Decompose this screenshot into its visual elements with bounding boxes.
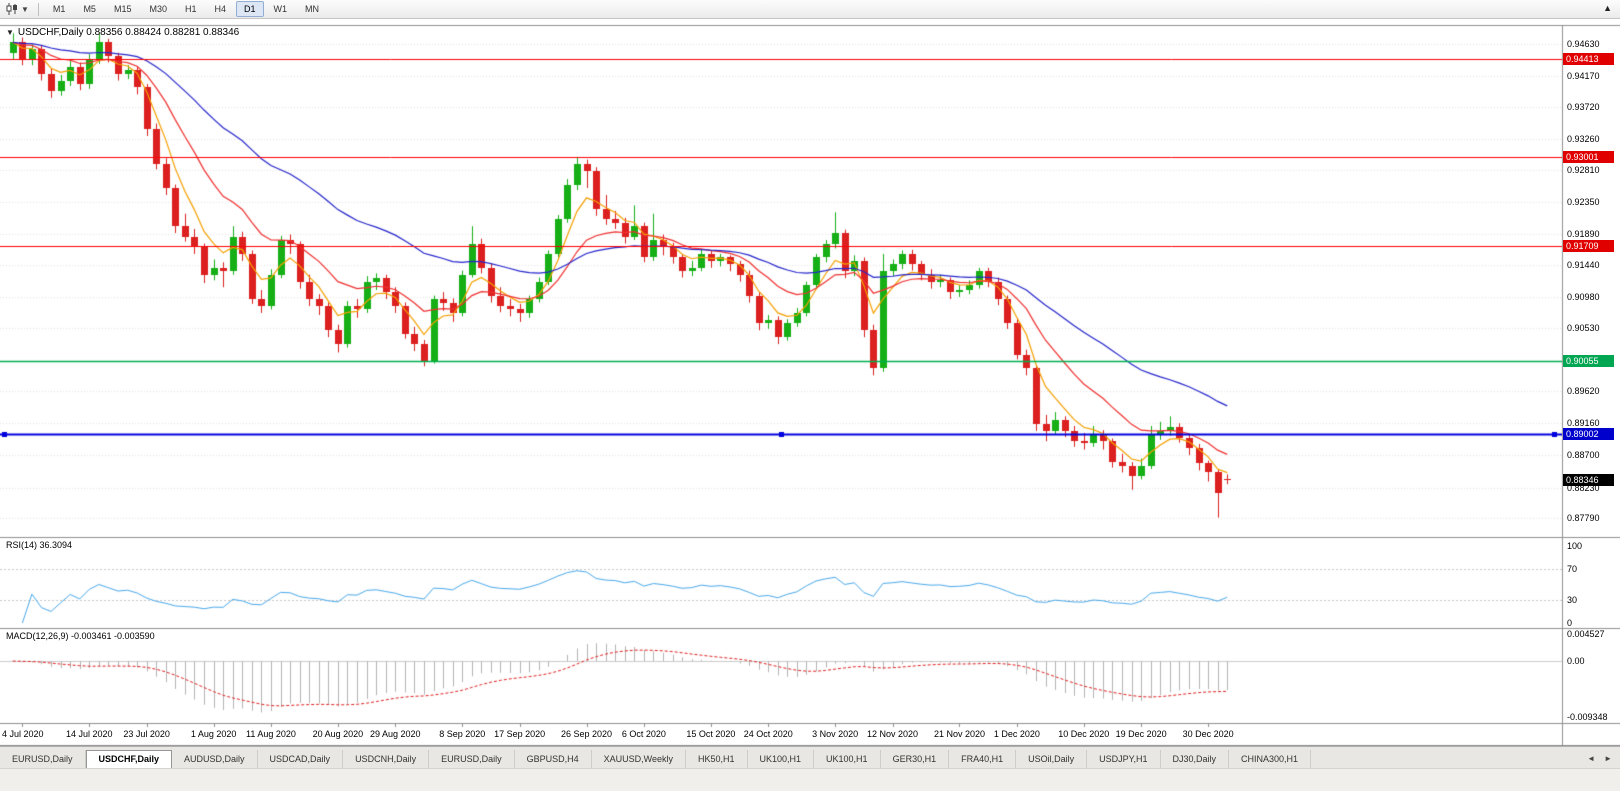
chart-area: ▼ USDCHF,Daily 0.88356 0.88424 0.88281 0.… (0, 19, 1620, 746)
chart-tab-audusd-daily[interactable]: AUDUSD,Daily (172, 750, 258, 768)
chart-tab-usdchf-daily[interactable]: USDCHF,Daily (85, 750, 173, 768)
chart-title: ▼ USDCHF,Daily 0.88356 0.88424 0.88281 0.… (6, 27, 239, 38)
chart-title-text: USDCHF,Daily 0.88356 0.88424 0.88281 0.8… (17, 27, 240, 38)
rsi-axis-label-100: 100 (1567, 541, 1583, 551)
candlestick-chart-icon[interactable] (4, 2, 20, 16)
price-axis-label-0.94170: 0.94170 (1567, 71, 1600, 81)
date-axis-label: 6 Oct 2020 (621, 729, 666, 739)
date-axis-label: 10 Dec 2020 (1058, 729, 1110, 739)
price-line-label-0.90055: 0.90055 (1563, 355, 1614, 367)
chart-tab-xauusd-weekly[interactable]: XAUUSD,Weekly (592, 750, 686, 768)
timeframe-buttons: M1 M5 M15 M30 H1 H4 D1 W1 MN (44, 1, 328, 17)
date-axis-label: 21 Nov 2020 (933, 729, 985, 739)
price-axis-label-0.92350: 0.92350 (1567, 197, 1600, 207)
price-axis-label-0.91440: 0.91440 (1567, 260, 1600, 270)
timeframe-button-h4[interactable]: H4 (214, 4, 227, 14)
chart-dropdown-caret-icon[interactable]: ▼ (21, 4, 29, 14)
chart-tab-gbpusd-h4[interactable]: GBPUSD,H4 (515, 750, 592, 768)
price-axis-label-0.88230: 0.88230 (1567, 483, 1600, 493)
macd-axis-label-0.00: 0.00 (1567, 656, 1585, 666)
timeframe-button-w1[interactable]: W1 (273, 4, 288, 14)
price-axis-label-0.93720: 0.93720 (1567, 102, 1600, 112)
chart-tab-usdcnh-daily[interactable]: USDCNH,Daily (343, 750, 430, 768)
rsi-axis-label-30: 30 (1567, 595, 1578, 605)
timeframe-button-m5[interactable]: M5 (83, 4, 96, 14)
current-price-label: 0.88346 (1563, 474, 1614, 486)
date-axis-label: 17 Sep 2020 (494, 729, 546, 739)
date-axis-label: 3 Nov 2020 (812, 729, 859, 739)
price-line-label-0.91709: 0.91709 (1563, 240, 1614, 252)
date-axis-label: 14 Jul 2020 (66, 729, 113, 739)
date-axis-label: 30 Dec 2020 (1182, 729, 1234, 739)
chart-tab-eurusd-daily[interactable]: EURUSD,Daily (429, 750, 515, 768)
date-axis-label: 1 Dec 2020 (993, 729, 1040, 739)
price-line-label-0.93001: 0.93001 (1563, 151, 1614, 163)
date-axis-label: 4 Jul 2020 (2, 729, 44, 739)
date-axis-label: 19 Dec 2020 (1115, 729, 1167, 739)
collapse-arrow-icon[interactable]: ▼ (6, 28, 14, 37)
tab-scroll-left-icon[interactable]: ◄ (1587, 754, 1596, 763)
chart-tab-eurusd-daily[interactable]: EURUSD,Daily (0, 750, 86, 768)
date-axis-label: 23 Jul 2020 (123, 729, 170, 739)
chart-tab-hk50-h1[interactable]: HK50,H1 (686, 750, 748, 768)
price-axis-label-0.93260: 0.93260 (1567, 134, 1600, 144)
chart-tab-usdcad-daily[interactable]: USDCAD,Daily (258, 750, 344, 768)
chart-tab-usdjpy-h1[interactable]: USDJPY,H1 (1087, 750, 1161, 768)
price-axis-label-0.87790: 0.87790 (1567, 513, 1600, 523)
price-axis-label-0.94630: 0.94630 (1567, 39, 1600, 49)
chart-tab-uk100-h1[interactable]: UK100,H1 (748, 750, 815, 768)
date-axis-label: 15 Oct 2020 (686, 729, 736, 739)
timeframe-toolbar: ▼ M1 M5 M15 M30 H1 H4 D1 W1 MN ▲ (0, 0, 1620, 19)
chart-tab-uk100-h1[interactable]: UK100,H1 (814, 750, 881, 768)
price-axis-label-0.91890: 0.91890 (1567, 229, 1600, 239)
status-strip (0, 768, 1620, 791)
timeframe-button-m15[interactable]: M15 (113, 4, 132, 14)
price-axis-label-0.89620: 0.89620 (1567, 386, 1600, 396)
date-axis-label: 8 Sep 2020 (439, 729, 486, 739)
chart-tab-ger30-h1[interactable]: GER30,H1 (881, 750, 950, 768)
price-chart-canvas[interactable] (0, 19, 1620, 746)
date-axis-label: 29 Aug 2020 (370, 729, 421, 739)
chart-tabs: EURUSD,Daily USDCHF,Daily AUDUSD,Daily USDC… (0, 747, 1312, 768)
timeframe-button-m1[interactable]: M1 (52, 4, 66, 14)
macd-axis-label--0.009348: -0.009348 (1567, 712, 1608, 722)
price-axis-label-0.88700: 0.88700 (1567, 450, 1600, 460)
tab-scroll-arrows: ◄ ► (1579, 753, 1620, 768)
date-axis-label: 1 Aug 2020 (190, 729, 237, 739)
chart-tab-bar: EURUSD,Daily USDCHF,Daily AUDUSD,Daily USDC… (0, 746, 1620, 768)
date-axis-label: 12 Nov 2020 (867, 729, 919, 739)
timeframe-button-mn[interactable]: MN (305, 4, 320, 14)
chart-tab-china300-h1[interactable]: CHINA300,H1 (1229, 750, 1312, 768)
rsi-axis-label-0: 0 (1567, 618, 1573, 628)
timeframe-button-m30[interactable]: M30 (149, 4, 167, 14)
tab-scroll-right-icon[interactable]: ► (1604, 754, 1612, 763)
toolbar-separator (37, 2, 39, 16)
date-axis-label: 20 Aug 2020 (312, 729, 364, 739)
timeframe-button-h1[interactable]: H1 (184, 4, 197, 14)
timeframe-button-d1[interactable]: D1 (236, 1, 264, 17)
date-axis-label: 11 Aug 2020 (246, 729, 296, 739)
price-axis-label-0.89160: 0.89160 (1567, 418, 1600, 428)
macd-indicator-label: MACD(12,26,9) -0.003461 -0.003590 (6, 631, 155, 641)
chart-tab-dj30-daily[interactable]: DJ30,Daily (1161, 750, 1230, 768)
rsi-indicator-label: RSI(14) 36.3094 (6, 540, 73, 550)
chart-tab-fra40-h1[interactable]: FRA40,H1 (949, 750, 1017, 768)
price-line-label-0.89002: 0.89002 (1563, 428, 1614, 440)
price-axis-label-0.90980: 0.90980 (1567, 292, 1600, 302)
price-axis-label-0.90530: 0.90530 (1567, 323, 1600, 333)
chart-tab-usoil-daily[interactable]: USOil,Daily (1016, 750, 1088, 768)
price-line-label-0.94413: 0.94413 (1563, 53, 1614, 65)
date-axis-label: 26 Sep 2020 (561, 729, 613, 739)
date-axis-label: 24 Oct 2020 (743, 729, 793, 739)
macd-axis-label-0.004527: 0.004527 (1567, 629, 1605, 639)
scroll-up-button[interactable]: ▲ (1603, 3, 1612, 13)
rsi-axis-label-70: 70 (1567, 564, 1578, 574)
price-axis-label-0.92810: 0.92810 (1567, 165, 1600, 175)
